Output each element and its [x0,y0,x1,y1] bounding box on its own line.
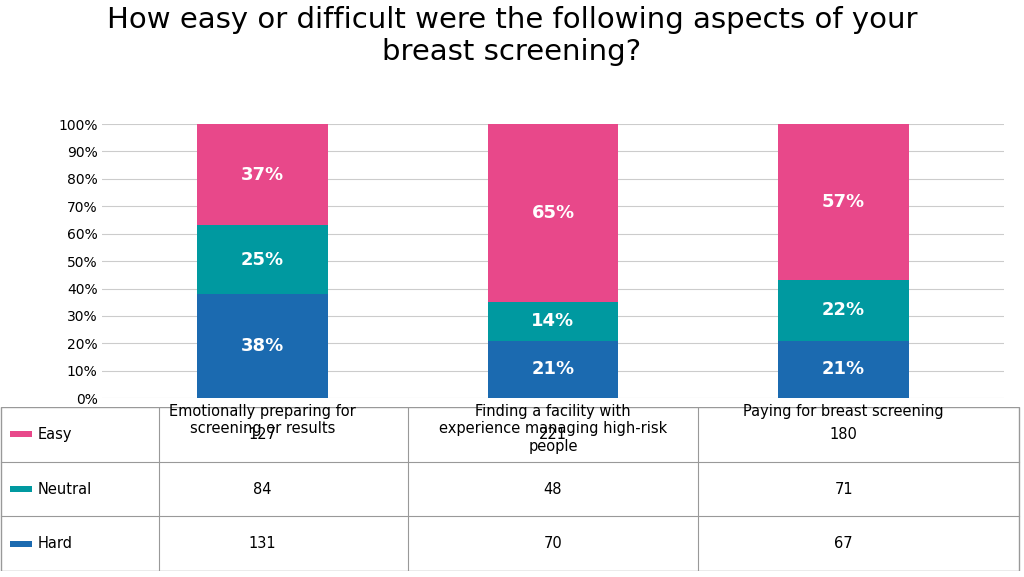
Text: Easy: Easy [38,427,73,441]
Text: 48: 48 [544,482,562,496]
Bar [487,340,618,398]
Text: 21%: 21% [531,361,574,379]
Text: 70: 70 [544,537,562,551]
Bar [487,124,618,302]
Bar [778,280,909,340]
Text: 127: 127 [248,427,276,441]
Text: How easy or difficult were the following aspects of your
breast screening?: How easy or difficult were the following… [106,6,918,66]
Text: 21%: 21% [822,361,865,379]
Text: Neutral: Neutral [38,482,92,496]
Bar [487,302,618,340]
Text: 131: 131 [249,537,276,551]
Text: 22%: 22% [822,301,865,320]
Text: 14%: 14% [531,312,574,331]
Bar [197,124,328,226]
Text: 65%: 65% [531,204,574,222]
Bar [197,226,328,294]
Text: 57%: 57% [822,193,865,211]
Text: 180: 180 [829,427,857,441]
Bar [197,294,328,398]
Text: Hard: Hard [38,537,73,551]
Text: Finding a facility with
experience managing high-risk
people: Finding a facility with experience manag… [439,404,667,454]
Text: 25%: 25% [241,251,284,269]
Text: Emotionally preparing for
screening or results: Emotionally preparing for screening or r… [169,404,355,436]
Text: 71: 71 [835,482,853,496]
Text: 84: 84 [253,482,271,496]
Bar [10,431,32,437]
Text: 221: 221 [539,427,567,441]
Text: 37%: 37% [241,166,284,183]
Text: Paying for breast screening: Paying for breast screening [743,404,944,419]
Bar [10,486,32,492]
Bar [10,541,32,547]
Bar [778,124,909,280]
Text: 67: 67 [835,537,853,551]
Text: 38%: 38% [241,337,284,355]
Bar [778,340,909,398]
